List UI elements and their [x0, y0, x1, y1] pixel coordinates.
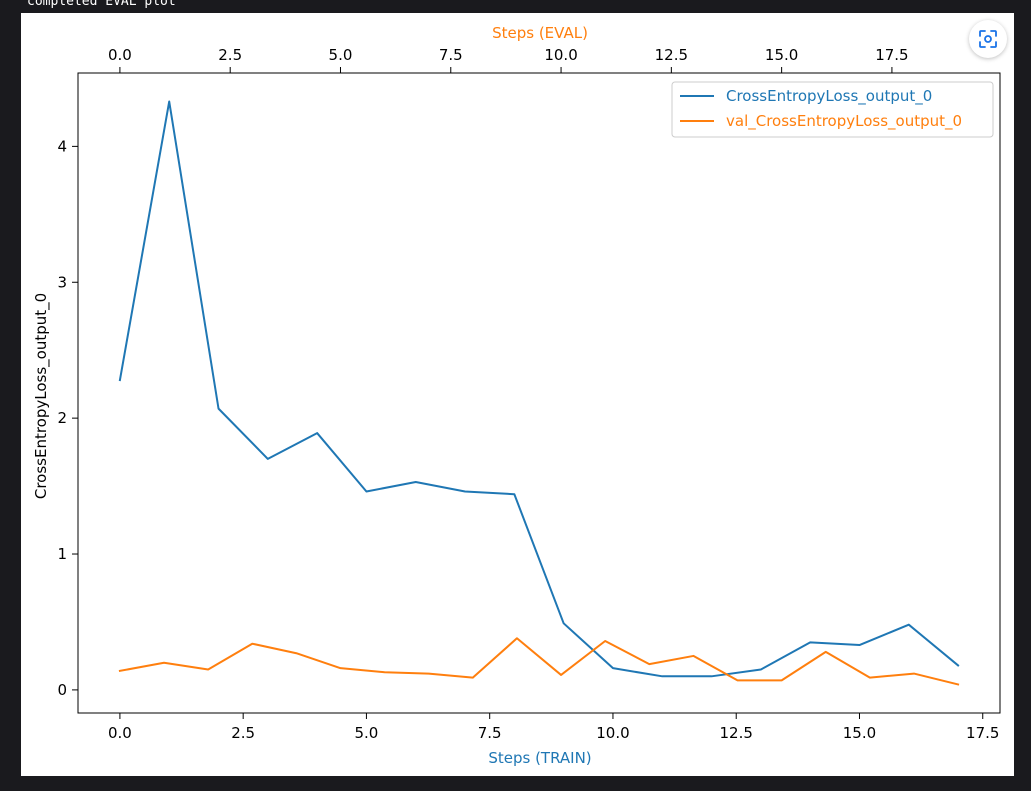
legend: CrossEntropyLoss_output_0 val_CrossEntro…	[671, 81, 994, 138]
series-layer	[118, 100, 960, 686]
x-bottom-tick-label: 7.5	[478, 724, 502, 742]
x-top-tick-label: 0.0	[108, 46, 132, 64]
focus-icon	[979, 30, 997, 48]
x-bottom-tick-label: 2.5	[231, 724, 255, 742]
x-bottom-tick-label: 17.5	[966, 724, 999, 742]
x-axis-label-bottom: Steps (TRAIN)	[488, 749, 591, 767]
x-axis-top: 0.0 2.5 5.0 7.5 10.0 12.5 15.0 17.5	[108, 46, 909, 73]
x-top-tick-label: 17.5	[875, 46, 908, 64]
y-tick-label: 0	[57, 681, 67, 699]
x-bottom-tick-label: 12.5	[720, 724, 753, 742]
x-axis-label-top: Steps (EVAL)	[492, 24, 588, 42]
legend-box	[671, 81, 994, 138]
y-tick-label: 1	[57, 545, 67, 563]
plot-caption: completed EVAL plot	[27, 0, 176, 9]
x-top-tick-label: 7.5	[439, 46, 463, 64]
series-line-train	[118, 100, 960, 678]
plot-area	[77, 72, 1001, 714]
y-tick-label: 4	[57, 137, 67, 155]
x-bottom-tick-label: 10.0	[596, 724, 629, 742]
x-bottom-tick-label: 15.0	[843, 724, 876, 742]
y-axis-label: CrossEntropyLoss_output_0	[32, 293, 51, 499]
y-tick-label: 3	[57, 273, 67, 291]
x-top-tick-label: 2.5	[218, 46, 242, 64]
y-axis: 0 1 2 3 4	[57, 137, 78, 699]
x-top-tick-label: 15.0	[765, 46, 798, 64]
y-tick-label: 2	[57, 409, 67, 427]
series-line-val	[118, 637, 960, 686]
x-bottom-tick-label: 5.0	[355, 724, 379, 742]
legend-label-val: val_CrossEntropyLoss_output_0	[726, 112, 962, 131]
x-top-tick-label: 12.5	[655, 46, 688, 64]
x-top-tick-label: 10.0	[544, 46, 577, 64]
expand-chart-button[interactable]	[969, 20, 1007, 58]
legend-label-train: CrossEntropyLoss_output_0	[726, 87, 932, 106]
x-axis-bottom: 0.0 2.5 5.0 7.5 10.0 12.5 15.0 17.5	[108, 713, 999, 742]
x-bottom-tick-label: 0.0	[108, 724, 132, 742]
x-top-tick-label: 5.0	[329, 46, 353, 64]
